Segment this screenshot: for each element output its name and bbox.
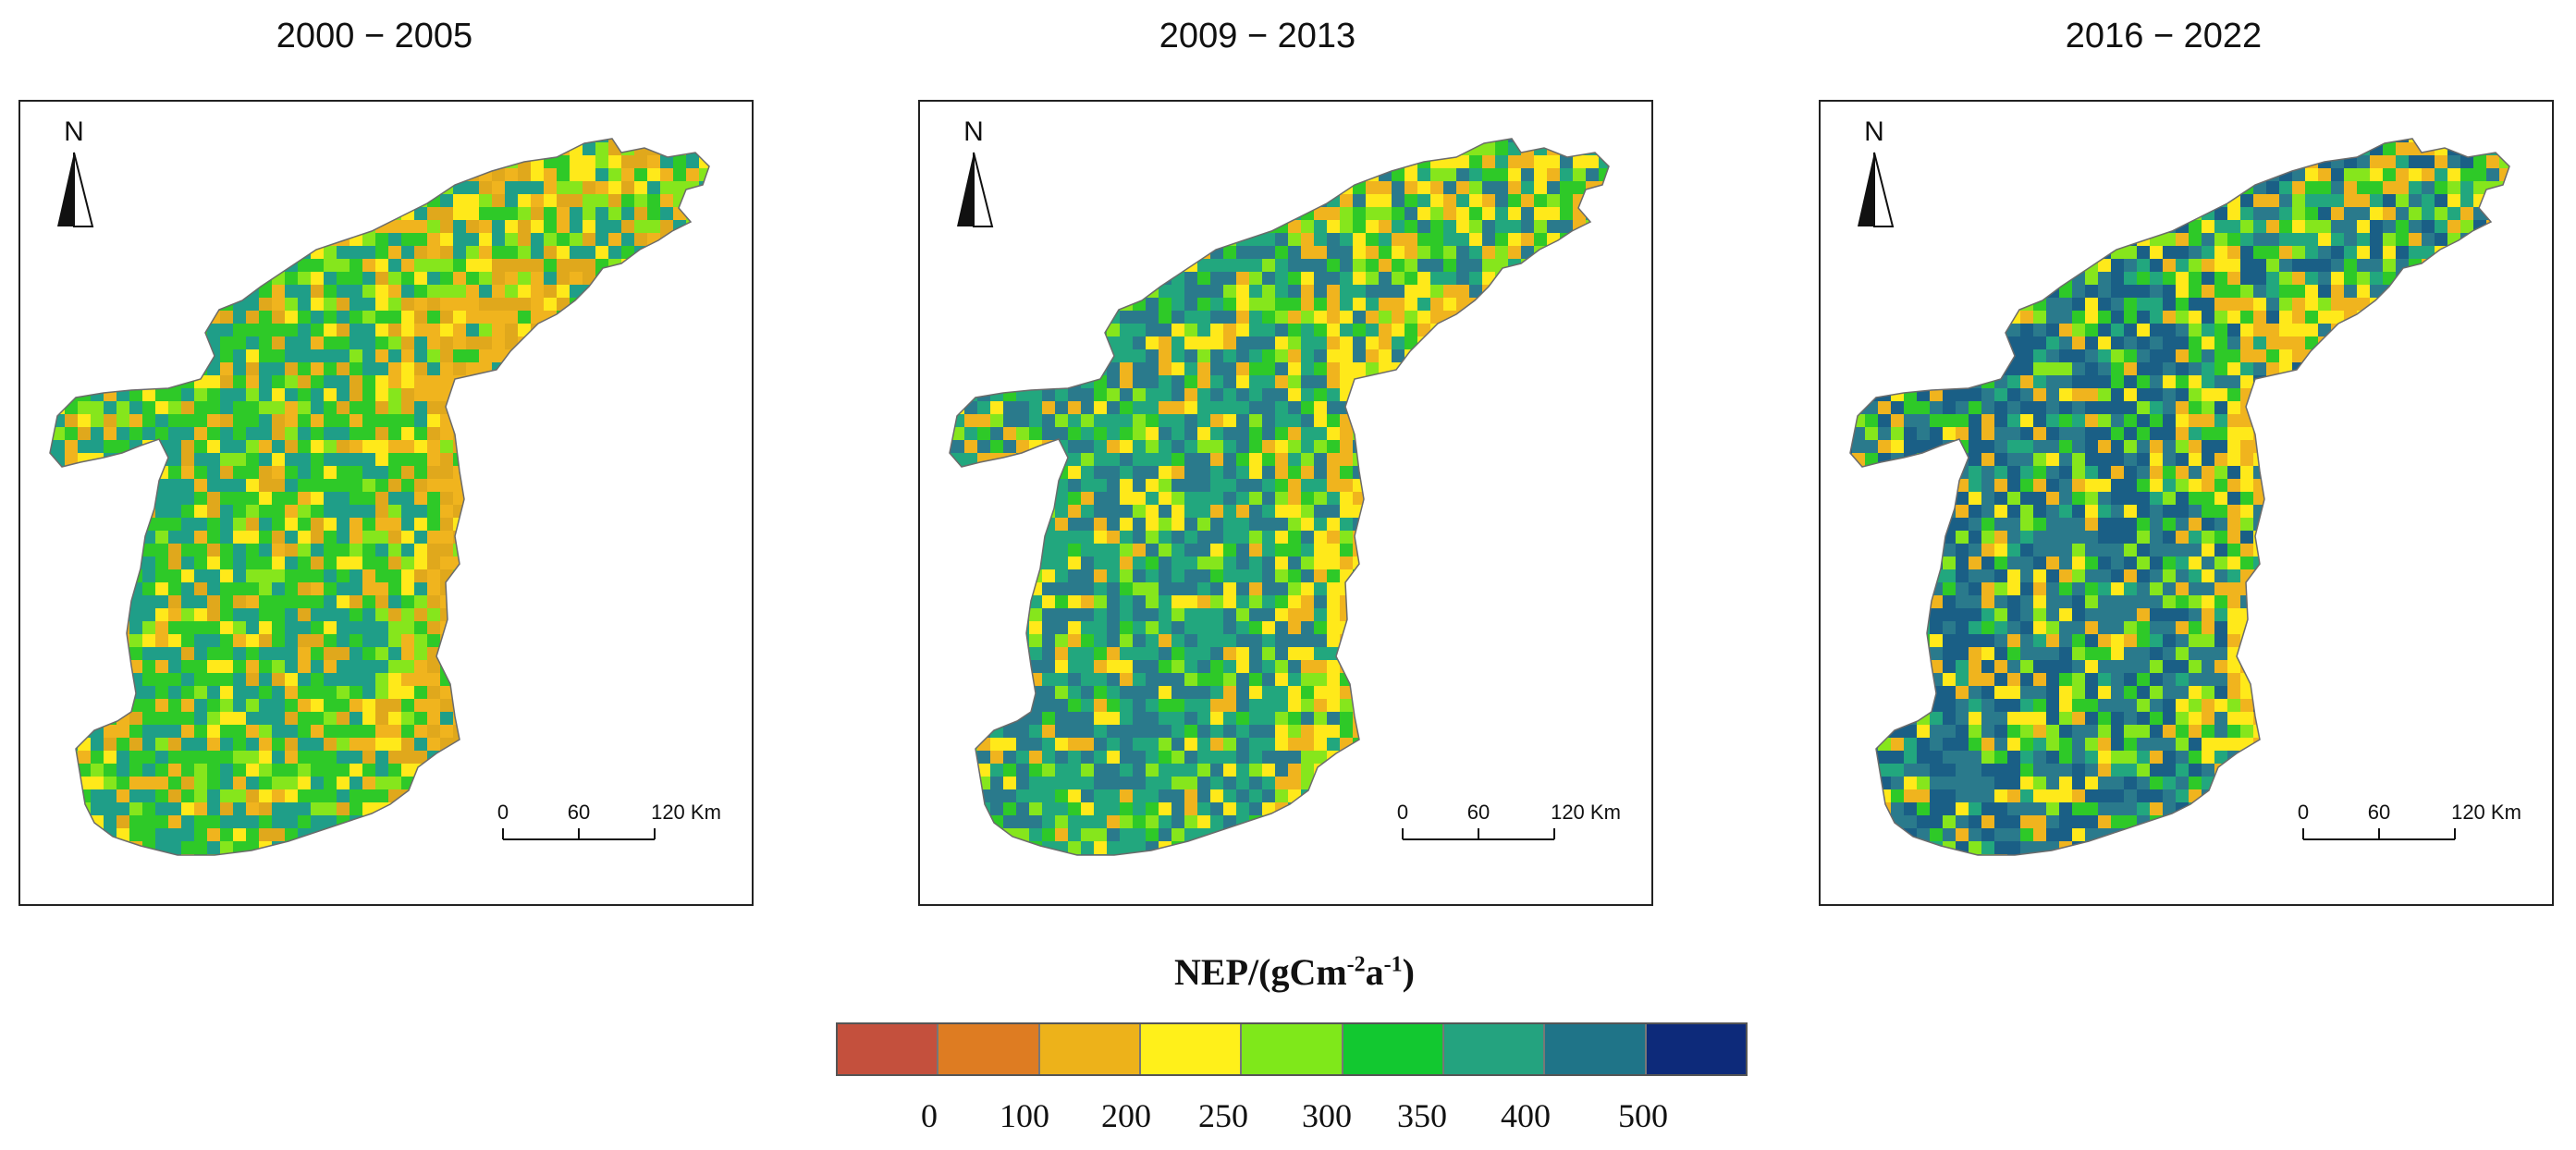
legend-color-bar: [836, 1022, 1748, 1076]
legend-swatch-2: [1039, 1024, 1141, 1074]
north-arrow-icon: N: [57, 116, 94, 227]
north-arrow-icon: N: [1858, 116, 1895, 227]
scale-label: 60: [1467, 801, 1490, 824]
legend-swatch-4: [1242, 1024, 1343, 1074]
legend-swatch-7: [1545, 1024, 1647, 1074]
scale-label: 0: [1397, 801, 1408, 824]
map-panel-3: N 0 60 120 Km: [1819, 100, 2554, 906]
scale-bar: 0 60 120 Km: [2298, 801, 2521, 840]
legend-tick-label: 100: [1000, 1097, 1049, 1134]
nep-raster: [950, 139, 1609, 855]
legend-tick-label: 200: [1101, 1097, 1151, 1134]
legend-tick-label: 250: [1198, 1097, 1248, 1134]
scale-label: 0: [497, 801, 509, 824]
map-2: N 0 60 120 Km: [949, 116, 1621, 856]
svg-text:N: N: [64, 116, 84, 147]
panel-title-1: 2000 − 2005: [276, 17, 473, 55]
panel-title-3: 2016 − 2022: [2065, 17, 2263, 55]
region-boundary: [49, 138, 710, 856]
scale-bar: 0 60 120 Km: [497, 801, 721, 840]
legend-tick-label: 500: [1618, 1097, 1668, 1134]
region-boundary: [1849, 138, 2510, 856]
scale-label: 120 Km: [1551, 801, 1621, 824]
legend-tick-label: 350: [1397, 1097, 1447, 1134]
map-panel-2: N 0 60 120 Km: [918, 100, 1653, 906]
legend-tick-label: 400: [1501, 1097, 1551, 1134]
scale-label: 120 Km: [2451, 801, 2521, 824]
legend-swatch-6: [1443, 1024, 1546, 1074]
region-boundary: [949, 138, 1610, 856]
panel-title-2: 2009 − 2013: [1159, 17, 1356, 55]
north-arrow-icon: N: [957, 116, 994, 227]
scale-label: 60: [2368, 801, 2390, 824]
scale-label: 0: [2298, 801, 2309, 824]
legend-swatch-1: [938, 1024, 1040, 1074]
map-3: N 0 60 120 Km: [1849, 116, 2521, 856]
legend-swatch-5: [1343, 1024, 1444, 1074]
legend-title: NEP/(gCm-2a-1): [1174, 951, 1415, 993]
legend-tick-label: 300: [1302, 1097, 1352, 1134]
map-panel-1: N 0 60 120 Km: [18, 100, 754, 906]
scale-bar: 0 60 120 Km: [1397, 801, 1621, 840]
scale-label: 60: [568, 801, 590, 824]
scale-label: 120 Km: [651, 801, 721, 824]
legend-swatch-8: [1646, 1024, 1746, 1074]
legend-tick-label: 0: [921, 1097, 938, 1134]
nep-raster: [50, 139, 709, 855]
nep-raster: [1850, 139, 2509, 855]
legend-swatch-0: [838, 1024, 939, 1074]
map-1: N 0 60 120 Km: [49, 116, 721, 856]
legend-swatch-3: [1140, 1024, 1243, 1074]
